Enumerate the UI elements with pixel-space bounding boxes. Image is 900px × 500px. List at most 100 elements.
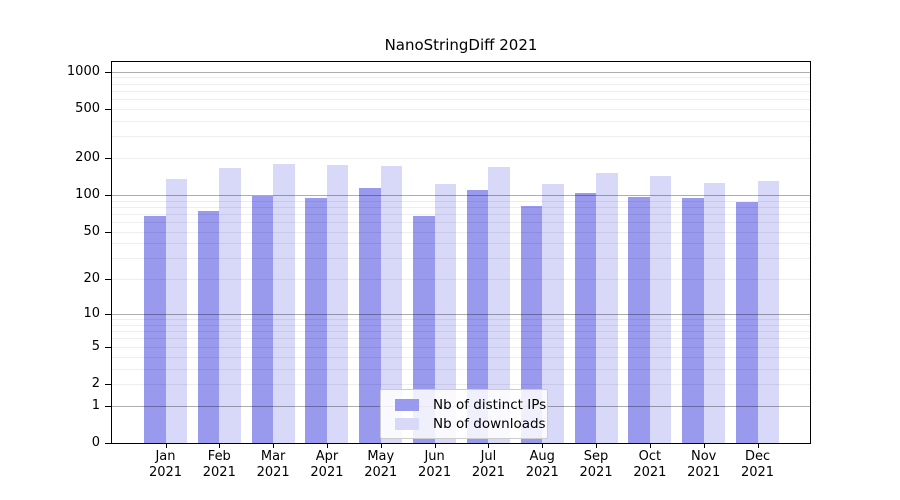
bar-jun-downloads: [434, 184, 457, 443]
y-tick: [105, 71, 111, 73]
x-tick-year: 2021: [687, 465, 721, 480]
bar-sep-downloads: [596, 173, 618, 443]
x-tick-month: Feb: [207, 449, 231, 464]
gridline-minor: [112, 90, 810, 92]
legend-swatch-distinct-ips: [395, 398, 419, 411]
y-tick-label: 2: [91, 375, 100, 391]
gridline-minor: [112, 331, 810, 333]
gridline-minor: [112, 231, 810, 233]
x-tick-year: 2021: [256, 465, 290, 480]
x-tick: [326, 444, 328, 448]
y-tick: [105, 279, 111, 281]
y-tick-label: 100: [75, 187, 100, 203]
x-tick: [757, 444, 759, 448]
y-tick: [105, 443, 111, 444]
gridline-minor: [112, 324, 810, 326]
x-tick-year: 2021: [418, 465, 452, 480]
x-tick-label-nov: Nov 2021: [669, 449, 739, 481]
gridline-minor: [112, 99, 810, 101]
x-tick-year: 2021: [525, 465, 559, 480]
y-tick-label: 20: [83, 271, 100, 287]
gridline-minor: [112, 383, 810, 385]
gridline-minor: [112, 120, 810, 122]
bar-aug-downloads: [542, 184, 564, 443]
y-tick-label: 1: [91, 397, 100, 413]
y-tick-label: 200: [75, 150, 100, 166]
gridline-minor: [112, 258, 810, 260]
bar-apr-downloads: [326, 165, 349, 443]
x-tick: [488, 444, 490, 448]
gridline-decade: [112, 195, 810, 197]
x-tick-month: Aug: [529, 449, 555, 464]
bar-dec-distinct-ips: [736, 202, 758, 443]
x-tick: [434, 444, 436, 448]
x-tick: [649, 444, 651, 448]
chart-title: NanoStringDiff 2021: [384, 36, 538, 54]
x-tick-year: 2021: [310, 465, 344, 480]
legend: Nb of distinct IPs Nb of downloads: [380, 389, 548, 439]
x-tick-year: 2021: [364, 465, 398, 480]
y-tick: [105, 346, 111, 348]
legend-label: Nb of downloads: [433, 415, 546, 432]
legend-label: Nb of distinct IPs: [433, 396, 547, 413]
bar-jan-distinct-ips: [144, 215, 166, 443]
plot-area: Nb of distinct IPs Nb of downloads: [111, 61, 811, 444]
gridline-minor: [112, 136, 810, 138]
x-tick-year: 2021: [633, 465, 667, 480]
y-tick: [105, 314, 111, 316]
gridline-minor: [112, 279, 810, 281]
gridline-minor: [112, 83, 810, 85]
y-tick: [105, 158, 111, 160]
gridline-minor: [112, 356, 810, 358]
bar-sep-distinct-ips: [574, 193, 597, 443]
bar-oct-downloads: [649, 175, 672, 443]
x-tick-month: Sep: [583, 449, 609, 464]
x-tick-label-jul: Jul 2021: [453, 449, 523, 481]
y-tick: [105, 195, 111, 197]
bar-mar-distinct-ips: [251, 195, 274, 443]
y-tick: [105, 231, 111, 233]
gridline-minor: [112, 158, 810, 160]
y-tick-label: 50: [83, 223, 100, 239]
bar-may-downloads: [380, 165, 403, 443]
x-tick-year: 2021: [148, 465, 183, 480]
gridline-minor: [112, 200, 810, 202]
bar-feb-downloads: [219, 168, 241, 443]
x-tick-month: Jul: [480, 449, 497, 464]
x-tick-year: 2021: [579, 465, 613, 480]
x-tick-year: 2021: [471, 465, 505, 480]
x-tick-label-feb: Feb 2021: [184, 449, 254, 481]
bar-nov-distinct-ips: [682, 197, 704, 443]
gridline-decade: [112, 71, 810, 73]
legend-swatch-downloads: [395, 417, 419, 430]
x-tick-label-may: May 2021: [346, 449, 416, 481]
y-tick: [105, 108, 111, 110]
gridline-minor: [112, 338, 810, 340]
gridline-decade: [112, 314, 810, 316]
x-tick: [273, 444, 275, 448]
x-tick-month: Oct: [638, 449, 662, 464]
x-tick-month: Apr: [315, 449, 339, 464]
bar-may-distinct-ips: [359, 187, 381, 443]
x-tick-month: Jan: [155, 449, 176, 464]
bar-dec-downloads: [757, 180, 780, 443]
x-tick: [165, 444, 167, 448]
bar-aug-distinct-ips: [520, 205, 543, 443]
bar-feb-distinct-ips: [197, 211, 220, 443]
x-tick-label-apr: Apr 2021: [292, 449, 362, 481]
x-tick-label-mar: Mar 2021: [238, 449, 308, 481]
x-tick-label-oct: Oct 2021: [615, 449, 685, 481]
legend-item: Nb of downloads: [387, 414, 546, 433]
y-tick-label: 10: [83, 306, 100, 322]
bar-mar-downloads: [273, 164, 295, 443]
x-tick-label-dec: Dec 2021: [723, 449, 793, 481]
x-tick-month: Jun: [424, 449, 445, 464]
bar-jan-downloads: [165, 179, 187, 443]
bar-jul-distinct-ips: [466, 189, 489, 443]
x-tick-label-jun: Jun 2021: [400, 449, 470, 481]
y-tick-label: 0: [91, 435, 100, 450]
gridline-minor: [112, 243, 810, 245]
y-tick-label: 5: [91, 338, 100, 354]
bar-apr-distinct-ips: [305, 198, 327, 443]
